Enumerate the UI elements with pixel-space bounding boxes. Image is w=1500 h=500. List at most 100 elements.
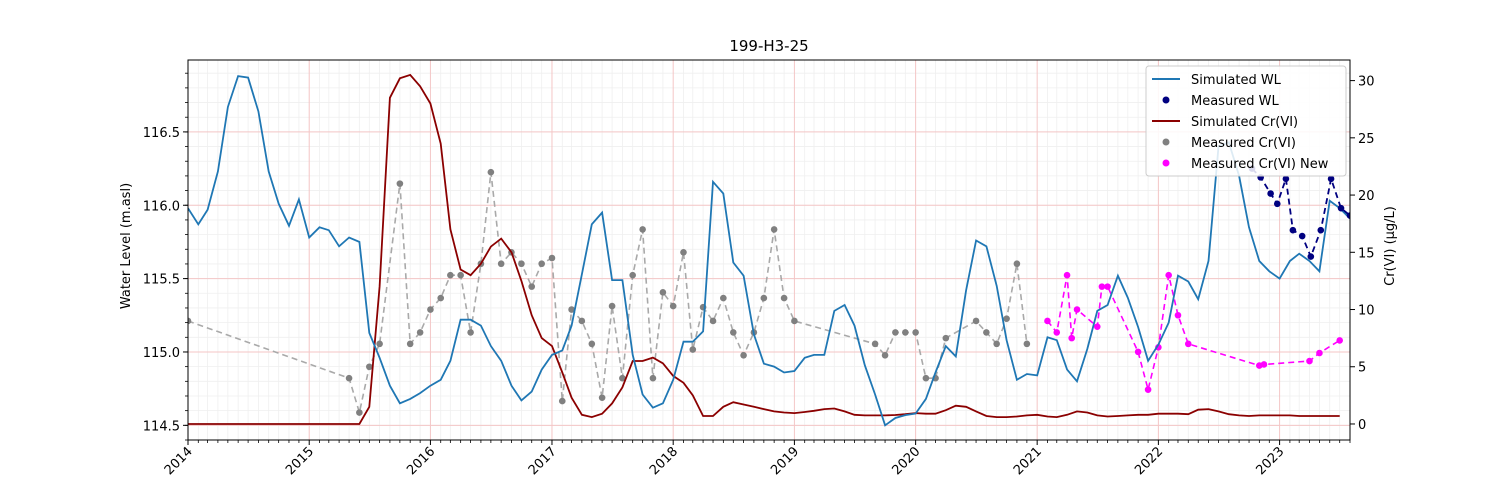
plot-series (188, 73, 1350, 427)
measured-cr-point (588, 340, 596, 348)
measured-cr-point (729, 329, 737, 336)
legend-dot-marker (1162, 159, 1170, 167)
measured-cr-point (548, 254, 556, 262)
measured-cr-point (629, 271, 636, 279)
measured-cr-point (406, 340, 414, 348)
measured-wl-point (1337, 204, 1345, 212)
measured-cr-point (881, 352, 889, 359)
measured-cr-point (680, 248, 687, 256)
measured-cr-point (871, 340, 879, 348)
legend-box (1145, 65, 1347, 177)
measured-cr-point (396, 180, 404, 187)
measured-cr-point (659, 289, 667, 296)
measured-cr-point (922, 374, 930, 382)
measured-cr-new-point (1174, 311, 1182, 319)
measured-cr-point (578, 317, 586, 325)
legend-label: Simulated Cr(VI) (1191, 115, 1298, 130)
y-right-tick-label: 0 (1358, 418, 1366, 433)
measured-cr-point (780, 294, 788, 302)
measured-cr-new-point (1053, 329, 1061, 336)
measured-cr-new-point (1068, 334, 1076, 342)
measured-cr-point (345, 374, 353, 382)
measured-cr-point (892, 329, 899, 336)
measured-cr-point (447, 271, 454, 279)
legend-label: Simulated WL (1191, 73, 1282, 88)
measured-cr-new-point (1144, 386, 1152, 393)
measured-cr-new-point (1306, 357, 1313, 365)
measured-cr-point (669, 302, 677, 310)
measured-cr-point (497, 260, 505, 268)
measured-wl-point (1282, 175, 1290, 183)
measured-cr-point (1003, 315, 1010, 322)
y-right-tick-label: 20 (1358, 189, 1375, 204)
y-right-tick-label: 30 (1358, 75, 1375, 90)
measured-cr-new-point (1316, 349, 1323, 357)
measured-cr-point (709, 317, 717, 325)
y-axis-right: 0 5 10 15 20 25 30 (1350, 75, 1375, 433)
measured-cr-point (770, 226, 778, 233)
measured-cr-point (538, 260, 545, 268)
measured-cr-new-point (1165, 271, 1172, 279)
measured-cr-new-point (1073, 306, 1081, 313)
measured-wl-point (1289, 226, 1297, 234)
measured-cr-point (1023, 340, 1031, 348)
simulated-cr-line (188, 73, 1340, 425)
y-left-tick-label: 116.5 (143, 126, 180, 141)
measured-cr-point (188, 317, 192, 325)
measured-wl-line (1251, 167, 1350, 260)
y-axis-right-label: Cr(VI) (µg/L) (1383, 206, 1398, 286)
measured-cr-point (427, 306, 434, 313)
y-left-tick-label: 115.5 (143, 273, 180, 288)
measured-cr-point (902, 329, 909, 336)
legend-label: Measured Cr(VI) New (1191, 157, 1329, 172)
measured-cr-point (983, 329, 990, 336)
measured-wl-point (1346, 212, 1350, 219)
measured-wl-point (1327, 175, 1335, 183)
y-axis-left: 114.5 115.0 115.5 116.0 116.5 (143, 72, 188, 441)
measured-cr-point (942, 334, 950, 342)
y-left-tick-label: 116.0 (143, 199, 180, 214)
measured-cr-new-point (1184, 340, 1192, 348)
measured-cr-point (760, 294, 768, 302)
measured-cr-point (487, 168, 495, 176)
major-grid (187, 60, 1350, 440)
y-right-tick-label: 15 (1358, 246, 1375, 261)
legend-dot-marker (1162, 138, 1170, 146)
legend-label: Measured WL (1191, 94, 1279, 109)
measured-wl-point (1267, 190, 1274, 197)
measured-cr-point (528, 283, 536, 290)
measured-cr-point (598, 394, 606, 401)
measured-cr-point (993, 340, 1000, 348)
measured-cr-new-point (1104, 283, 1111, 290)
measured-cr-point (791, 317, 798, 325)
y-right-tick-label: 10 (1358, 304, 1375, 319)
measured-cr-point (689, 346, 697, 353)
legend-label: Measured Cr(VI) (1191, 136, 1296, 151)
y-right-tick-label: 5 (1358, 361, 1366, 376)
simulated-wl-line (188, 75, 1350, 427)
measured-cr-point (649, 374, 657, 382)
measured-cr-point (558, 397, 566, 405)
measured-cr-new-point (1336, 337, 1344, 344)
measured-cr-point (416, 329, 424, 336)
legend: Simulated WL Measured WL Simulated Cr(VI) M… (1145, 65, 1347, 177)
measured-wl-point (1317, 226, 1325, 234)
axes-frame (187, 59, 1351, 441)
y-left-tick-label: 114.5 (143, 419, 180, 434)
y-right-tick-label: 25 (1358, 132, 1375, 147)
legend-dot-marker (1162, 96, 1170, 104)
measured-cr-point (457, 271, 464, 279)
measured-cr-point (972, 317, 980, 325)
measured-cr-point (1013, 260, 1021, 268)
measured-cr-point (366, 363, 373, 371)
measured-cr-point (356, 409, 363, 416)
measured-cr-new-point (1260, 361, 1268, 368)
measured-wl-point (1298, 232, 1306, 240)
measured-cr-point (619, 374, 626, 382)
measured-cr-point (376, 340, 383, 348)
measured-cr-point (639, 226, 646, 233)
measured-cr-new-point (1093, 323, 1101, 330)
measured-cr-point (720, 294, 727, 302)
measured-cr-point (608, 302, 616, 310)
